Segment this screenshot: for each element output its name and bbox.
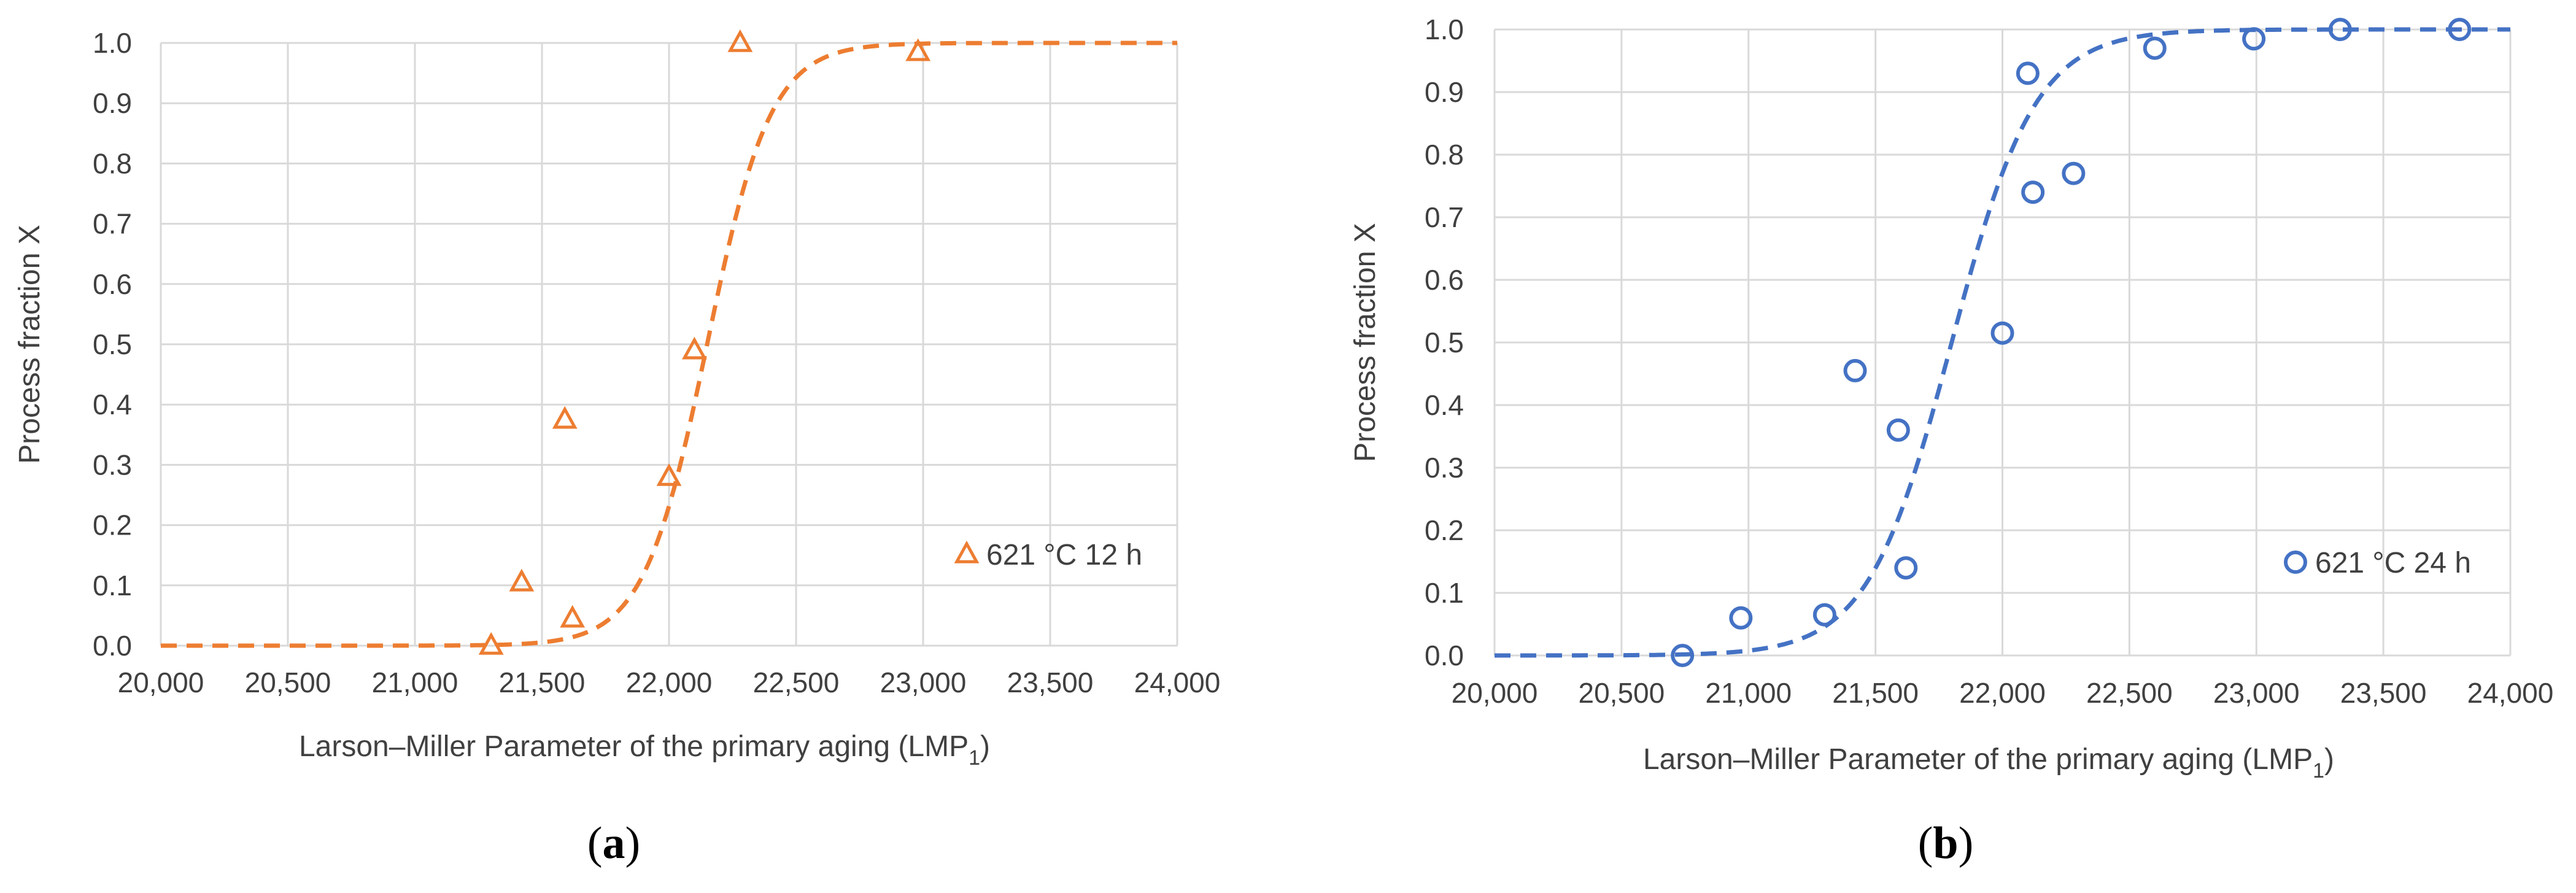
data-point	[2016, 61, 2040, 85]
legend-marker	[2284, 551, 2307, 574]
data-point	[2448, 18, 2472, 41]
y-tick-label: 0.0	[1425, 640, 1464, 671]
legend-label: 621 °C 12 h	[986, 539, 1142, 571]
data-point	[1729, 606, 1753, 630]
fit-curve	[161, 41, 1177, 648]
y-tick-label: 0.3	[1425, 452, 1464, 484]
data-point	[905, 38, 931, 61]
data-point	[682, 336, 707, 360]
x-tick-label: 20,500	[1579, 677, 1665, 709]
x-axis-title: Larson–Miller Parameter of the primary a…	[1643, 743, 2334, 783]
data-point	[560, 605, 586, 628]
y-tick-label: 0.5	[93, 328, 132, 360]
data-point	[1843, 358, 1867, 382]
y-axis-title: Process fraction X	[14, 225, 46, 463]
y-tick-label: 0.1	[1425, 577, 1464, 609]
y-tick-label: 0.4	[93, 389, 132, 420]
y-tick-label: 1.0	[1425, 14, 1464, 45]
x-tick-label: 24,000	[2467, 677, 2554, 709]
data-point	[2143, 36, 2167, 60]
chart-panel-a: 20,000 20,500 21,000 21,500 22,000 22,500 23,0…	[14, 27, 1220, 868]
x-axis-title-suffix: )	[2324, 743, 2334, 776]
data-point	[2021, 180, 2045, 204]
x-axis-title-subscript: 1	[969, 746, 980, 770]
y-tick-label: 0.2	[1425, 514, 1464, 546]
y-tick-label: 0.3	[93, 449, 132, 481]
panel-label-close-paren: )	[625, 818, 641, 868]
x-tick-label: 20,000	[1452, 677, 1538, 709]
chart-panel-b: 20,000 20,500 21,000 21,500 22,000 22,500 23,0…	[1349, 14, 2553, 868]
data-point	[1990, 321, 2014, 345]
x-tick-label: 22,000	[1959, 677, 2046, 709]
legend-marker	[954, 540, 980, 563]
y-tick-label: 0.6	[1425, 264, 1464, 296]
y-tick-label: 0.8	[93, 147, 132, 179]
x-tick-label: 21,000	[1705, 677, 1792, 709]
y-tick-label: 0.9	[1425, 76, 1464, 108]
x-axis-title-subscript: 1	[2313, 759, 2324, 783]
x-tick-label: 21,500	[1832, 677, 1919, 709]
panel-label-open-paren: (	[587, 818, 603, 868]
x-tick-label: 23,500	[2340, 677, 2427, 709]
y-tick-label: 0.5	[1425, 327, 1464, 358]
data-point	[1894, 556, 1918, 580]
y-tick-label: 0.2	[93, 509, 132, 541]
data-point	[2062, 161, 2086, 185]
x-tick-label: 20,500	[245, 667, 331, 698]
y-tick-label: 0.8	[1425, 139, 1464, 171]
data-point	[478, 632, 504, 655]
x-tick-label: 22,500	[753, 667, 840, 698]
y-tick-label: 0.1	[93, 570, 132, 601]
fit-curve	[1495, 27, 2510, 658]
data-point	[509, 568, 535, 592]
x-tick-label: 20,000	[118, 667, 204, 698]
data-point	[2242, 27, 2266, 51]
x-tick-label: 22,500	[2086, 677, 2173, 709]
panel-label-letter: a	[603, 818, 625, 868]
x-axis-title-main: Larson–Miller Parameter of the primary a…	[299, 730, 969, 763]
y-tick-label: 1.0	[93, 27, 132, 59]
data-point	[1886, 418, 1910, 442]
x-tick-label: 21,500	[499, 667, 586, 698]
data-point	[2328, 18, 2352, 41]
y-tick-label: 0.0	[93, 630, 132, 662]
panel-label-close-paren: )	[1959, 818, 1974, 868]
data-point	[727, 29, 753, 52]
data-point	[1812, 603, 1836, 627]
data-point	[1671, 644, 1695, 667]
x-axis-title: Larson–Miller Parameter of the primary a…	[299, 730, 990, 770]
y-tick-label: 0.4	[1425, 389, 1464, 421]
x-axis-title-suffix: )	[980, 730, 990, 763]
x-tick-label: 24,000	[1134, 667, 1221, 698]
y-axis-title: Process fraction X	[1349, 223, 1382, 462]
panel-label-open-paren: (	[1918, 818, 1933, 868]
x-tick-label: 21,000	[372, 667, 458, 698]
y-tick-label: 0.7	[1425, 201, 1464, 233]
panel-label: (a)	[587, 818, 640, 868]
x-tick-label: 23,000	[880, 667, 967, 698]
x-axis-title-main: Larson–Miller Parameter of the primary a…	[1643, 743, 2313, 776]
data-point	[656, 463, 682, 486]
panel-label-letter: b	[1933, 818, 1958, 868]
y-tick-label: 0.6	[93, 268, 132, 300]
x-tick-label: 23,500	[1007, 667, 1094, 698]
data-point	[552, 406, 578, 429]
legend-label: 621 °C 24 h	[2315, 547, 2471, 579]
panel-label: (b)	[1918, 818, 1973, 868]
y-tick-label: 0.9	[93, 87, 132, 119]
x-tick-label: 23,000	[2213, 677, 2300, 709]
y-tick-label: 0.7	[93, 208, 132, 240]
x-tick-label: 22,000	[626, 667, 713, 698]
